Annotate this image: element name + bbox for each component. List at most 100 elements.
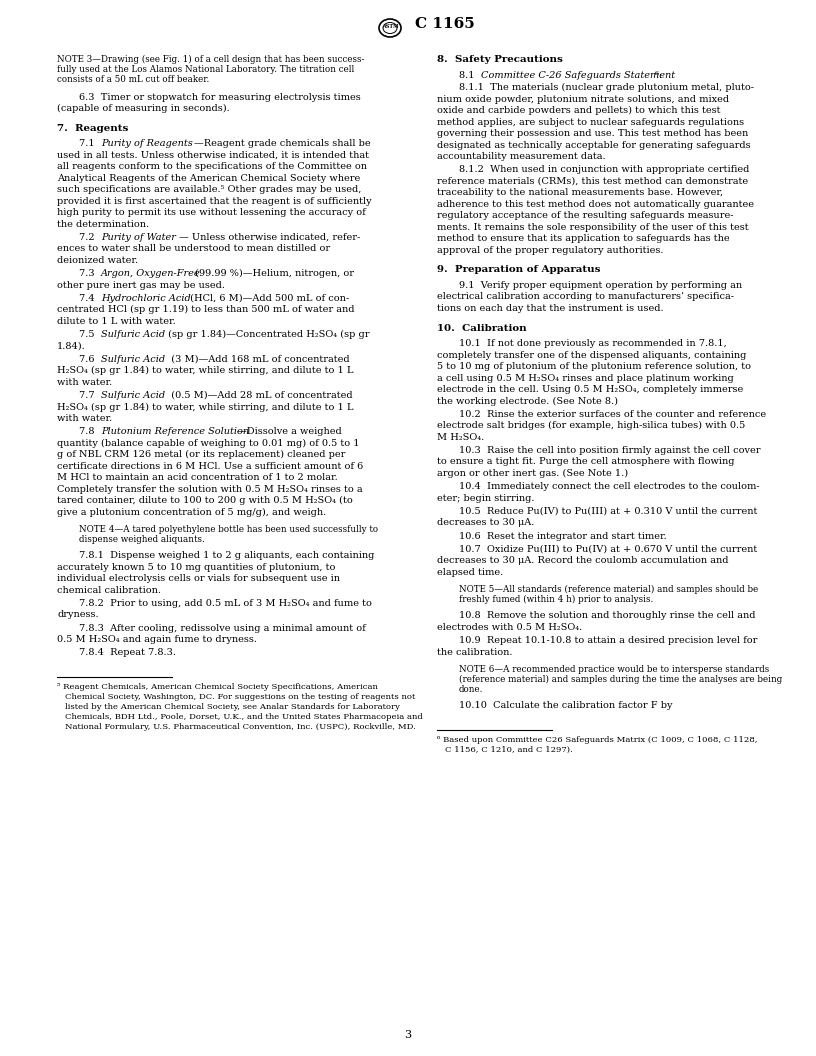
Text: —Reagent grade chemicals shall be: —Reagent grade chemicals shall be xyxy=(194,139,370,148)
Text: decreases to 30 μA.: decreases to 30 μA. xyxy=(437,518,534,527)
Text: (99.99 %)—Helium, nitrogen, or: (99.99 %)—Helium, nitrogen, or xyxy=(192,269,354,278)
Text: 8.  Safety Precautions: 8. Safety Precautions xyxy=(437,55,563,64)
Text: 10.5  Reduce Pu(IV) to Pu(III) at + 0.310 V until the current: 10.5 Reduce Pu(IV) to Pu(III) at + 0.310… xyxy=(459,507,757,516)
Text: Committee C-26 Safeguards Statement: Committee C-26 Safeguards Statement xyxy=(481,71,675,79)
Text: all reagents conform to the specifications of the Committee on: all reagents conform to the specificatio… xyxy=(57,162,367,171)
Text: 9.1  Verify proper equipment operation by performing an: 9.1 Verify proper equipment operation by… xyxy=(459,281,742,290)
Text: Chemical Society, Washington, DC. For suggestions on the testing of reagents not: Chemical Society, Washington, DC. For su… xyxy=(65,693,415,701)
Text: ⁶: ⁶ xyxy=(655,71,659,79)
Text: dilute to 1 L with water.: dilute to 1 L with water. xyxy=(57,317,175,325)
Text: M H₂SO₄.: M H₂SO₄. xyxy=(437,433,484,441)
Text: dryness.: dryness. xyxy=(57,610,99,619)
Text: listed by the American Chemical Society, see Analar Standards for Laboratory: listed by the American Chemical Society,… xyxy=(65,702,400,711)
Text: National Formulary, U.S. Pharmaceutical Convention, Inc. (USPC), Rockville, MD.: National Formulary, U.S. Pharmaceutical … xyxy=(65,722,416,731)
Text: 10.1  If not done previously as recommended in 7.8.1,: 10.1 If not done previously as recommend… xyxy=(459,339,727,348)
Text: :: : xyxy=(659,71,663,79)
Text: tions on each day that the instrument is used.: tions on each day that the instrument is… xyxy=(437,304,663,313)
Text: (sp gr 1.84)—Concentrated H₂SO₄ (sp gr: (sp gr 1.84)—Concentrated H₂SO₄ (sp gr xyxy=(165,329,370,339)
Text: Sulfuric Acid: Sulfuric Acid xyxy=(101,355,165,363)
Text: 7.8.4  Repeat 7.8.3.: 7.8.4 Repeat 7.8.3. xyxy=(79,648,176,657)
Text: 10.4  Immediately connect the cell electrodes to the coulom-: 10.4 Immediately connect the cell electr… xyxy=(459,483,760,491)
Text: such specifications are available.⁵ Other grades may be used,: such specifications are available.⁵ Othe… xyxy=(57,185,361,194)
Text: done.: done. xyxy=(459,685,483,694)
Text: ⁶ Based upon Committee C26 Safeguards Matrix (C 1009, C 1068, C 1128,: ⁶ Based upon Committee C26 Safeguards Ma… xyxy=(437,736,757,743)
Text: NOTE 5—All standards (reference material) and samples should be: NOTE 5—All standards (reference material… xyxy=(459,585,758,595)
Text: method applies, are subject to nuclear safeguards regulations: method applies, are subject to nuclear s… xyxy=(437,117,744,127)
Text: electrical calibration according to manufacturers’ specifica-: electrical calibration according to manu… xyxy=(437,293,734,301)
Text: Plutonium Reference Solution: Plutonium Reference Solution xyxy=(101,427,249,436)
Text: designated as technically acceptable for generating safeguards: designated as technically acceptable for… xyxy=(437,140,751,150)
Text: NOTE 4—A tared polyethylene bottle has been used successfully to: NOTE 4—A tared polyethylene bottle has b… xyxy=(79,525,378,534)
Text: 7.8.1  Dispense weighed 1 to 2 g aliquants, each containing: 7.8.1 Dispense weighed 1 to 2 g aliquant… xyxy=(79,551,375,560)
Text: argon or other inert gas. (See Note 1.): argon or other inert gas. (See Note 1.) xyxy=(437,469,628,478)
Text: 7.8: 7.8 xyxy=(79,427,100,436)
Text: quantity (balance capable of weighing to 0.01 mg) of 0.5 to 1: quantity (balance capable of weighing to… xyxy=(57,438,360,448)
Text: with water.: with water. xyxy=(57,414,113,422)
Text: 10.2  Rinse the exterior surfaces of the counter and reference: 10.2 Rinse the exterior surfaces of the … xyxy=(459,410,766,419)
Text: nium oxide powder, plutonium nitrate solutions, and mixed: nium oxide powder, plutonium nitrate sol… xyxy=(437,95,730,103)
Text: high purity to permit its use without lessening the accuracy of: high purity to permit its use without le… xyxy=(57,208,366,218)
Text: 6.3  Timer or stopwatch for measuring electrolysis times: 6.3 Timer or stopwatch for measuring ele… xyxy=(79,93,361,101)
Text: deionized water.: deionized water. xyxy=(57,256,138,265)
Text: a cell using 0.5 M H₂SO₄ rinses and place platinum working: a cell using 0.5 M H₂SO₄ rinses and plac… xyxy=(437,374,734,382)
Text: traceability to the national measurements base. However,: traceability to the national measurement… xyxy=(437,188,723,197)
Text: freshly fumed (within 4 h) prior to analysis.: freshly fumed (within 4 h) prior to anal… xyxy=(459,596,654,604)
Text: 10.7  Oxidize Pu(III) to Pu(IV) at + 0.670 V until the current: 10.7 Oxidize Pu(III) to Pu(IV) at + 0.67… xyxy=(459,545,757,554)
Text: tared container, dilute to 100 to 200 g with 0.5 M H₂SO₄ (to: tared container, dilute to 100 to 200 g … xyxy=(57,496,353,505)
Text: 7.2: 7.2 xyxy=(79,232,101,242)
Text: ences to water shall be understood to mean distilled or: ences to water shall be understood to me… xyxy=(57,244,330,253)
Text: 7.8.2  Prior to using, add 0.5 mL of 3 M H₂SO₄ and fume to: 7.8.2 Prior to using, add 0.5 mL of 3 M … xyxy=(79,599,372,608)
Text: consists of a 50 mL cut off beaker.: consists of a 50 mL cut off beaker. xyxy=(57,75,209,84)
Text: — Unless otherwise indicated, refer-: — Unless otherwise indicated, refer- xyxy=(179,232,360,242)
Text: 8.1.1  The materials (nuclear grade plutonium metal, pluto-: 8.1.1 The materials (nuclear grade pluto… xyxy=(459,83,754,92)
Text: 10.9  Repeat 10.1-10.8 to attain a desired precision level for: 10.9 Repeat 10.1-10.8 to attain a desire… xyxy=(459,636,757,645)
Text: Purity of Water: Purity of Water xyxy=(101,232,176,242)
Text: ⁵ Reagent Chemicals, American Chemical Society Specifications, American: ⁵ Reagent Chemicals, American Chemical S… xyxy=(57,683,378,691)
Text: —Dissolve a weighed: —Dissolve a weighed xyxy=(237,427,342,436)
Text: H₂SO₄ (sp gr 1.84) to water, while stirring, and dilute to 1 L: H₂SO₄ (sp gr 1.84) to water, while stirr… xyxy=(57,366,353,375)
Text: electrodes with 0.5 M H₂SO₄.: electrodes with 0.5 M H₂SO₄. xyxy=(437,623,583,631)
Text: NOTE 6—A recommended practice would be to intersperse standards: NOTE 6—A recommended practice would be t… xyxy=(459,665,769,674)
Text: eter; begin stirring.: eter; begin stirring. xyxy=(437,494,534,503)
Text: 10.  Calibration: 10. Calibration xyxy=(437,323,526,333)
Text: governing their possession and use. This test method has been: governing their possession and use. This… xyxy=(437,129,748,138)
Text: certificate directions in 6 M HCl. Use a sufficient amount of 6: certificate directions in 6 M HCl. Use a… xyxy=(57,461,363,471)
Text: Completely transfer the solution with 0.5 M H₂SO₄ rinses to a: Completely transfer the solution with 0.… xyxy=(57,485,362,493)
Text: approval of the proper regulatory authorities.: approval of the proper regulatory author… xyxy=(437,246,663,254)
Text: ASTM: ASTM xyxy=(382,24,398,30)
Text: reference materials (CRMs), this test method can demonstrate: reference materials (CRMs), this test me… xyxy=(437,177,748,186)
Text: provided it is first ascertained that the reagent is of sufficiently: provided it is first ascertained that th… xyxy=(57,196,371,206)
Text: 7.8.3  After cooling, redissolve using a minimal amount of: 7.8.3 After cooling, redissolve using a … xyxy=(79,623,366,633)
Text: to ensure a tight fit. Purge the cell atmosphere with flowing: to ensure a tight fit. Purge the cell at… xyxy=(437,457,734,467)
Text: 5 to 10 mg of plutonium of the plutonium reference solution, to: 5 to 10 mg of plutonium of the plutonium… xyxy=(437,362,751,371)
Text: (reference material) and samples during the time the analyses are being: (reference material) and samples during … xyxy=(459,675,783,684)
Text: chemical calibration.: chemical calibration. xyxy=(57,585,161,595)
Text: H₂SO₄ (sp gr 1.84) to water, while stirring, and dilute to 1 L: H₂SO₄ (sp gr 1.84) to water, while stirr… xyxy=(57,402,353,412)
Text: dispense weighed aliquants.: dispense weighed aliquants. xyxy=(79,535,205,544)
Text: (3 M)—Add 168 mL of concentrated: (3 M)—Add 168 mL of concentrated xyxy=(165,355,349,363)
Text: 1.84).: 1.84). xyxy=(57,341,86,351)
Text: 10.8  Remove the solution and thoroughly rinse the cell and: 10.8 Remove the solution and thoroughly … xyxy=(459,611,756,620)
Text: 7.7: 7.7 xyxy=(79,391,101,400)
Text: g of NBL CRM 126 metal (or its replacement) cleaned per: g of NBL CRM 126 metal (or its replaceme… xyxy=(57,450,345,459)
Text: regulatory acceptance of the resulting safeguards measure-: regulatory acceptance of the resulting s… xyxy=(437,211,734,221)
Text: individual electrolysis cells or vials for subsequent use in: individual electrolysis cells or vials f… xyxy=(57,574,340,583)
Text: accurately known 5 to 10 mg quantities of plutonium, to: accurately known 5 to 10 mg quantities o… xyxy=(57,563,335,571)
Text: oxide and carbide powders and pellets) to which this test: oxide and carbide powders and pellets) t… xyxy=(437,107,721,115)
Text: 7.6: 7.6 xyxy=(79,355,100,363)
Text: centrated HCl (sp gr 1.19) to less than 500 mL of water and: centrated HCl (sp gr 1.19) to less than … xyxy=(57,305,354,315)
Text: 7.1: 7.1 xyxy=(79,139,101,148)
Text: fully used at the Los Alamos National Laboratory. The titration cell: fully used at the Los Alamos National La… xyxy=(57,65,354,74)
Text: elapsed time.: elapsed time. xyxy=(437,568,503,577)
Text: Purity of Reagents: Purity of Reagents xyxy=(101,139,193,148)
Text: 10.3  Raise the cell into position firmly against the cell cover: 10.3 Raise the cell into position firmly… xyxy=(459,446,761,455)
Text: 8.1.2  When used in conjunction with appropriate certified: 8.1.2 When used in conjunction with appr… xyxy=(459,166,749,174)
Text: Argon, Oxygen-Free: Argon, Oxygen-Free xyxy=(101,269,201,278)
Text: 8.1: 8.1 xyxy=(459,71,481,79)
Text: electrode salt bridges (for example, high-silica tubes) with 0.5: electrode salt bridges (for example, hig… xyxy=(437,421,745,431)
Text: with water.: with water. xyxy=(57,378,113,386)
Text: adherence to this test method does not automatically guarantee: adherence to this test method does not a… xyxy=(437,200,754,209)
Text: decreases to 30 μA. Record the coulomb accumulation and: decreases to 30 μA. Record the coulomb a… xyxy=(437,557,729,565)
Text: Sulfuric Acid: Sulfuric Acid xyxy=(101,391,165,400)
Text: 3: 3 xyxy=(405,1030,411,1040)
